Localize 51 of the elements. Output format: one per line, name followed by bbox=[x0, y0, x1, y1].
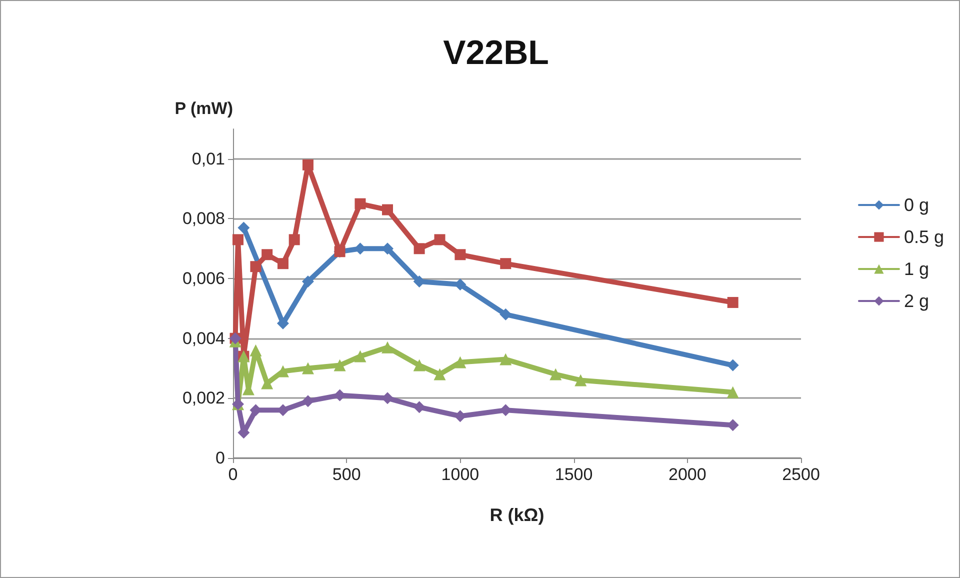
chart-title: V22BL bbox=[443, 34, 549, 72]
point bbox=[288, 234, 300, 246]
x-tick-label: 1000 bbox=[441, 465, 480, 484]
point bbox=[302, 276, 314, 288]
x-tick-label: 2000 bbox=[668, 465, 706, 484]
point bbox=[277, 258, 288, 270]
point bbox=[302, 395, 314, 408]
point bbox=[500, 258, 512, 270]
point bbox=[232, 234, 244, 246]
point bbox=[238, 222, 250, 234]
y-tick-label: 0,002 bbox=[182, 388, 225, 408]
x-tick-label: 0 bbox=[228, 465, 238, 484]
point bbox=[302, 159, 314, 170]
y-axis-title: P (mW) bbox=[174, 99, 233, 118]
y-tick-label: 0,008 bbox=[182, 209, 225, 228]
y-tick-label: 0,004 bbox=[182, 328, 225, 348]
point bbox=[262, 249, 273, 260]
point bbox=[434, 368, 446, 380]
point bbox=[413, 401, 426, 414]
point bbox=[726, 386, 739, 398]
point bbox=[414, 243, 425, 254]
point bbox=[250, 344, 262, 356]
x-tick-label: 1500 bbox=[554, 465, 593, 484]
point bbox=[381, 341, 394, 354]
point bbox=[434, 234, 446, 246]
point bbox=[500, 353, 512, 366]
x-tick-label: 2500 bbox=[782, 465, 820, 484]
point bbox=[413, 359, 426, 372]
point bbox=[250, 261, 262, 272]
legend-label: 2 g bbox=[904, 291, 929, 311]
point bbox=[354, 350, 366, 362]
point bbox=[726, 359, 739, 372]
point bbox=[454, 249, 466, 260]
point bbox=[550, 368, 562, 380]
x-axis-title: R (kΩ) bbox=[490, 505, 544, 525]
point bbox=[500, 308, 512, 320]
point bbox=[454, 356, 466, 368]
point bbox=[302, 362, 314, 374]
y-tick-label: 0 bbox=[216, 448, 225, 468]
point bbox=[574, 374, 587, 386]
point bbox=[334, 359, 346, 372]
legend-label: 1 g bbox=[904, 259, 929, 279]
point bbox=[276, 317, 289, 330]
point bbox=[354, 198, 366, 210]
legend-label: 0.5 g bbox=[904, 227, 944, 247]
x-tick-label: 500 bbox=[332, 465, 361, 484]
y-tick-label: 0,01 bbox=[192, 149, 225, 168]
legend-label: 0 g bbox=[904, 195, 929, 215]
point bbox=[382, 204, 393, 216]
point bbox=[727, 296, 738, 308]
y-tick-label: 0,006 bbox=[182, 269, 225, 288]
